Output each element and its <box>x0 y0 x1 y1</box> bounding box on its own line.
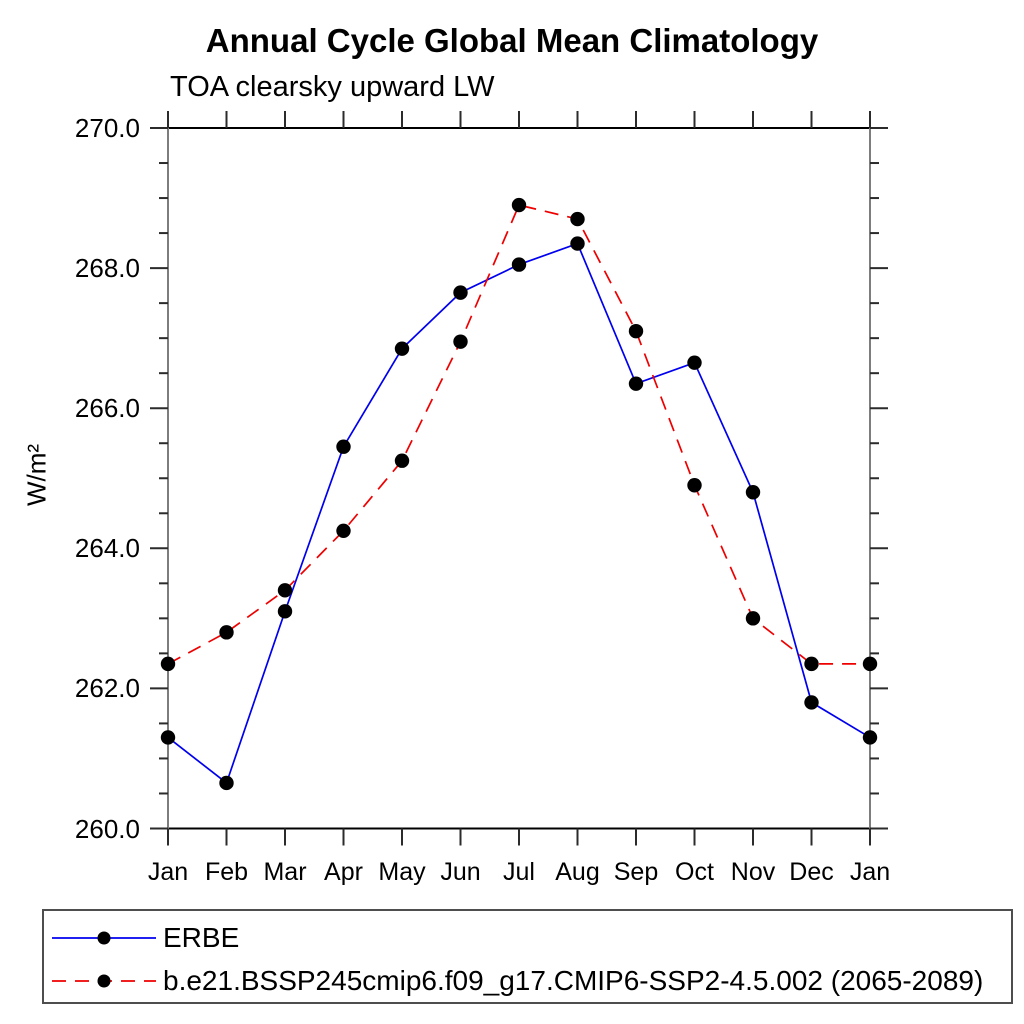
x-tick-label: Nov <box>730 858 776 886</box>
x-tick-label: Mar <box>263 858 307 886</box>
x-tick-label: Aug <box>555 858 600 886</box>
x-tick-label: May <box>378 858 426 886</box>
x-tick-label: Jan <box>849 858 891 886</box>
legend-marker-dot <box>97 931 111 945</box>
model-data-point-marker <box>336 523 351 538</box>
model-data-point-marker <box>687 478 702 493</box>
model-data-point-marker <box>745 611 761 626</box>
erbe-data-point-marker <box>394 341 410 356</box>
erbe-data-point-marker <box>804 695 819 710</box>
erbe-data-point-marker <box>336 439 351 454</box>
y-tick-label: 262.0 <box>74 673 140 704</box>
y-tick-label: 266.0 <box>74 393 140 424</box>
erbe-data-point-marker <box>219 775 234 791</box>
model-data-point-marker <box>570 211 585 227</box>
series-line-model <box>167 204 870 665</box>
erbe-data-point-marker <box>511 257 527 272</box>
erbe-data-point-marker <box>453 285 468 300</box>
model-data-point-marker <box>628 323 644 339</box>
model-data-point-marker <box>394 453 410 468</box>
x-tick-label: Jul <box>503 858 535 886</box>
x-tick-label: Feb <box>204 858 249 886</box>
legend-entry-model: b.e21.BSSP245cmip6.f09_g17.CMIP6-SSP2-4.… <box>50 965 984 996</box>
y-tick-label: 270.0 <box>74 113 140 143</box>
legend-line-sample-solid <box>52 931 156 945</box>
model-data-point-marker <box>804 656 819 672</box>
model-data-point-marker <box>277 583 293 598</box>
y-tick-label: 264.0 <box>74 533 140 564</box>
erbe-data-point-marker <box>628 376 644 391</box>
model-data-point-marker <box>160 656 176 672</box>
x-tick-label: Oct <box>675 858 714 886</box>
chart-subtitle: TOA clearsky upward LW <box>170 71 495 103</box>
legend-label-model: b.e21.BSSP245cmip6.f09_g17.CMIP6-SSP2-4.… <box>163 965 984 996</box>
legend-box: ERBE b.e21.BSSP245cmip6.f09_g17.CMIP6-SS… <box>42 909 1013 1004</box>
erbe-data-point-marker <box>570 236 585 251</box>
model-data-point-marker <box>219 625 234 640</box>
chart-title: Annual Cycle Global Mean Climatology <box>205 22 819 59</box>
x-tick-label: Jan <box>147 858 189 886</box>
x-tick-label: Sep <box>613 858 659 886</box>
series-line-erbe <box>167 242 871 785</box>
erbe-data-point-marker <box>862 730 878 745</box>
erbe-data-point-marker <box>745 485 761 500</box>
x-tick-label: Dec <box>789 858 834 886</box>
erbe-data-point-marker <box>687 355 702 370</box>
model-data-point-marker <box>862 656 878 672</box>
y-tick-label: 260.0 <box>74 813 140 844</box>
y-tick-label: 268.0 <box>74 253 140 284</box>
legend-line-sample-dashed <box>52 974 156 988</box>
erbe-data-point-marker <box>160 730 176 745</box>
model-data-point-marker <box>453 334 468 349</box>
erbe-data-point-marker <box>277 604 293 619</box>
x-tick-label: Apr <box>324 858 363 886</box>
legend-marker-dot <box>97 974 111 988</box>
model-data-point-marker <box>511 197 527 213</box>
x-tick-label: Jun <box>440 858 481 886</box>
legend-entry-erbe: ERBE <box>50 922 240 953</box>
legend-label-erbe: ERBE <box>163 922 240 953</box>
